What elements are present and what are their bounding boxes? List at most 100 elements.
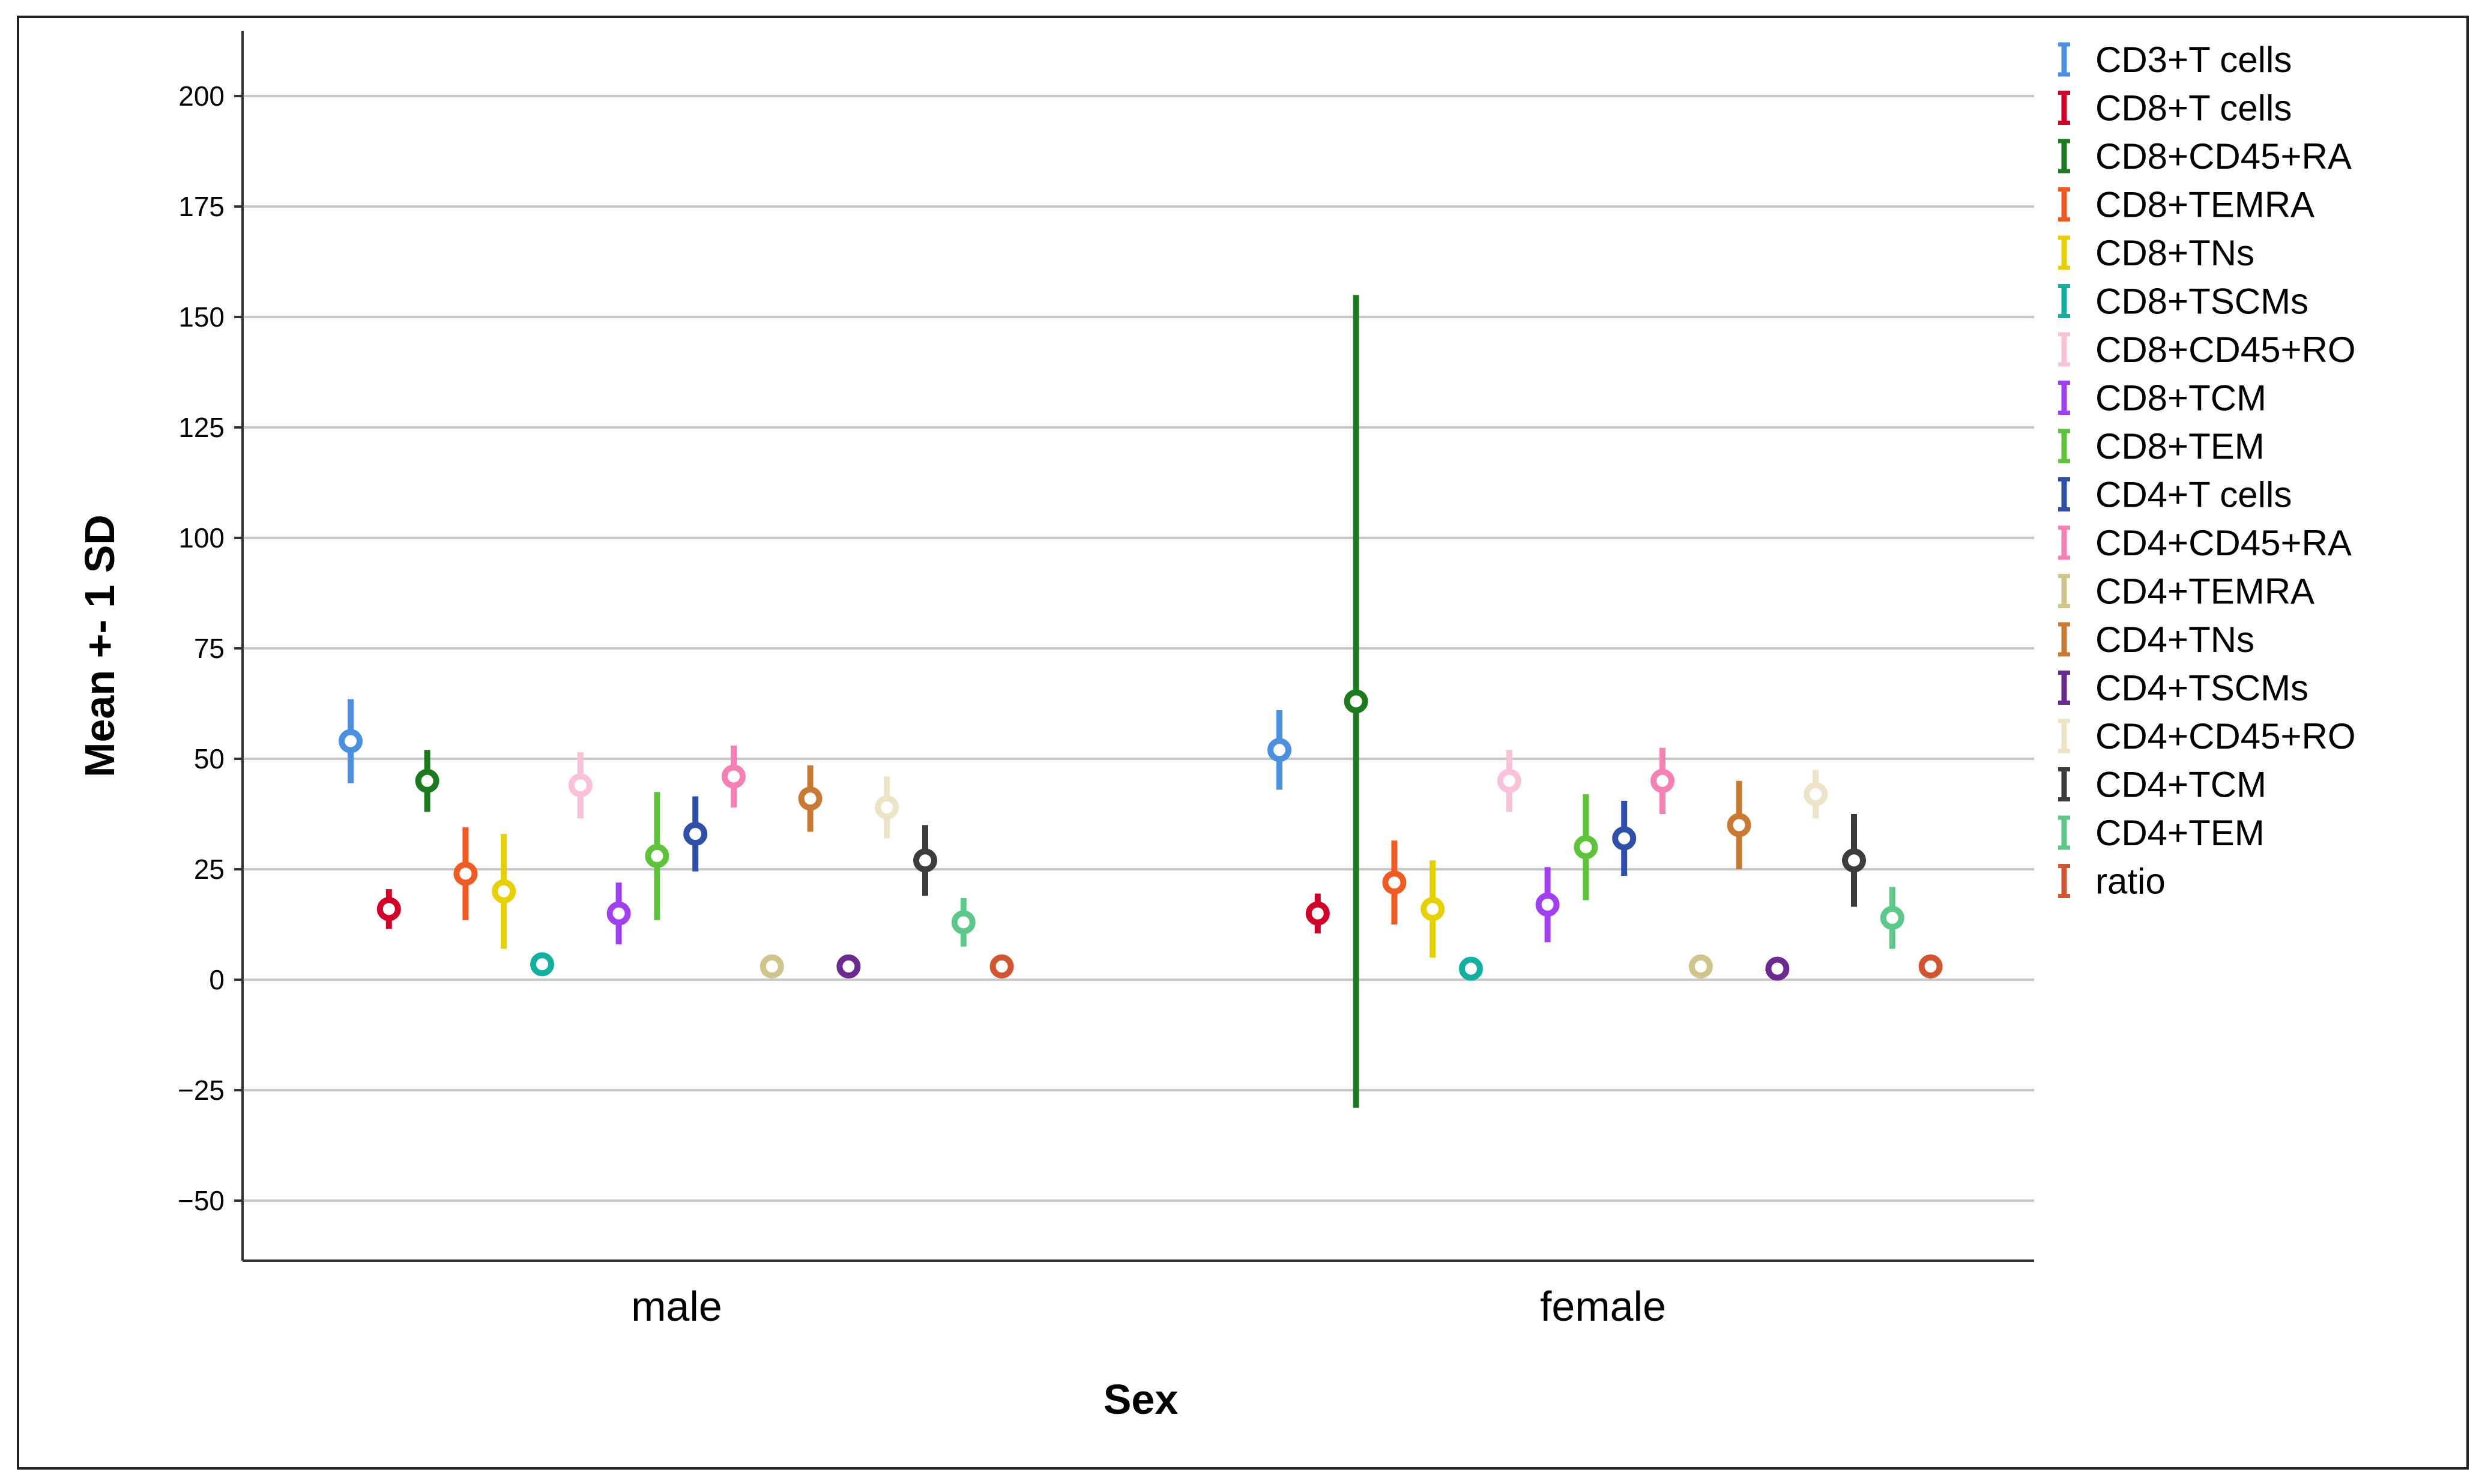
y-tick-label: 50 [194, 743, 225, 774]
point-CD3-T-cells-female [1267, 710, 1291, 790]
legend-label: CD4+TNs [2095, 620, 2254, 660]
x-category-label-male: male [631, 1283, 722, 1330]
mean-marker [1650, 768, 1674, 793]
legend-label: CD4+TCM [2095, 765, 2266, 805]
point-CD8-TSCMs-female [1459, 956, 1483, 981]
point-CD8-CD45-RO-male [568, 752, 593, 819]
point-CD4-TEM-female [1880, 887, 1904, 949]
legend-label: CD3+T cells [2095, 40, 2292, 80]
legend-item: CD8+TEM [2058, 426, 2265, 466]
legend-label: CD8+TEMRA [2095, 185, 2314, 225]
legend-label: CD8+TCM [2095, 378, 2266, 418]
point-CD3-T-cells-male [339, 699, 363, 783]
mean-marker [530, 952, 554, 977]
legend-label: CD4+TSCMs [2095, 668, 2308, 708]
point-CD8-T-cells-male [376, 889, 401, 929]
y-tick-label: −25 [178, 1075, 225, 1106]
legend-label: CD4+CD45+RA [2095, 523, 2352, 563]
mean-marker [1497, 768, 1521, 793]
legend-label: CD4+TEM [2095, 813, 2265, 853]
point-ratio-male [989, 954, 1014, 979]
legend-item: CD4+TNs [2058, 620, 2254, 660]
point-CD8-TNs-female [1421, 860, 1445, 958]
point-CD8-TCM-female [1535, 867, 1560, 943]
mean-marker [453, 861, 478, 886]
point-CD4-T-cells-male [683, 796, 708, 872]
mean-marker [1612, 826, 1637, 851]
mean-marker [683, 822, 708, 846]
point-CD4-TNs-male [798, 765, 823, 832]
x-category-label-female: female [1540, 1283, 1666, 1330]
legend-item: CD8+TSCMs [2058, 282, 2308, 322]
point-CD8-TEMRA-female [1382, 840, 1407, 924]
legend-item: CD8+TNs [2058, 233, 2254, 273]
point-CD8-CD45-RA-female [1344, 295, 1368, 1108]
gridlines [243, 95, 2034, 1202]
y-tick-label: 75 [194, 633, 225, 664]
axes [241, 31, 2034, 1262]
mean-marker [798, 786, 823, 811]
point-CD8-CD45-RO-female [1497, 750, 1521, 812]
point-CD8-T-cells-female [1305, 893, 1330, 934]
mean-marker [1459, 956, 1483, 981]
legend-item: CD4+TEMRA [2058, 572, 2314, 612]
legend-item: CD3+T cells [2058, 40, 2292, 80]
mean-marker [606, 901, 631, 926]
legend-label: CD4+CD45+RO [2095, 716, 2356, 756]
mean-marker [492, 879, 516, 903]
y-tick-label: −50 [178, 1185, 225, 1216]
point-CD4-TSCMs-male [836, 954, 861, 979]
y-tick-label: 100 [178, 522, 225, 553]
mean-marker [645, 843, 669, 868]
point-CD4-CD45-RO-male [875, 776, 899, 839]
legend-label: CD8+TNs [2095, 233, 2254, 273]
legend-item: ratio [2058, 861, 2166, 902]
mean-marker [1880, 905, 1904, 930]
mean-marker [1918, 954, 1943, 979]
data-marks [339, 295, 1943, 1108]
legend-item: CD4+TSCMs [2058, 668, 2308, 708]
y-tick-label: 200 [178, 80, 225, 112]
legend-label: CD4+TEMRA [2095, 572, 2314, 612]
legend-item: CD8+TCM [2058, 378, 2266, 418]
mean-marker [875, 795, 899, 819]
point-CD4-T-cells-female [1612, 800, 1637, 876]
mean-marker [1305, 901, 1330, 926]
mean-marker [1804, 782, 1828, 806]
point-CD8-TEM-male [645, 792, 669, 920]
legend-item: CD8+TEMRA [2058, 185, 2314, 225]
mean-marker [1765, 956, 1790, 981]
point-ratio-female [1918, 954, 1943, 979]
mean-marker [1574, 835, 1598, 860]
mean-marker [568, 773, 593, 798]
point-CD4-TCM-female [1842, 814, 1866, 907]
legend-item: CD8+CD45+RO [2058, 330, 2356, 370]
point-CD4-CD45-RA-male [722, 745, 746, 807]
point-CD4-TEM-male [951, 897, 976, 947]
legend-item: CD8+CD45+RA [2058, 136, 2352, 176]
legend-label: ratio [2095, 861, 2166, 902]
mean-marker [913, 848, 937, 873]
legend-item: CD4+CD45+RA [2058, 523, 2352, 563]
mean-marker [989, 954, 1014, 979]
legend-item: CD4+CD45+RO [2058, 716, 2356, 756]
mean-marker [1688, 954, 1713, 979]
mean-marker [415, 768, 439, 793]
point-CD8-CD45-RA-male [415, 750, 439, 812]
legend-label: CD8+CD45+RA [2095, 136, 2352, 176]
point-CD4-TEMRA-female [1688, 954, 1713, 979]
mean-marker [1267, 738, 1291, 762]
point-CD4-TCM-male [913, 825, 937, 896]
mean-marker [951, 910, 976, 935]
mean-marker [339, 729, 363, 753]
point-CD4-TEMRA-male [759, 954, 784, 979]
legend-item: CD8+T cells [2058, 88, 2292, 128]
legend-label: CD4+T cells [2095, 475, 2292, 515]
point-CD8-TEM-female [1574, 794, 1598, 900]
mean-marker [1382, 870, 1407, 895]
point-CD8-TNs-male [492, 834, 516, 949]
y-tick-label: 25 [194, 854, 225, 885]
mean-marker [1842, 848, 1866, 873]
legend-item: CD4+TCM [2058, 765, 2266, 805]
